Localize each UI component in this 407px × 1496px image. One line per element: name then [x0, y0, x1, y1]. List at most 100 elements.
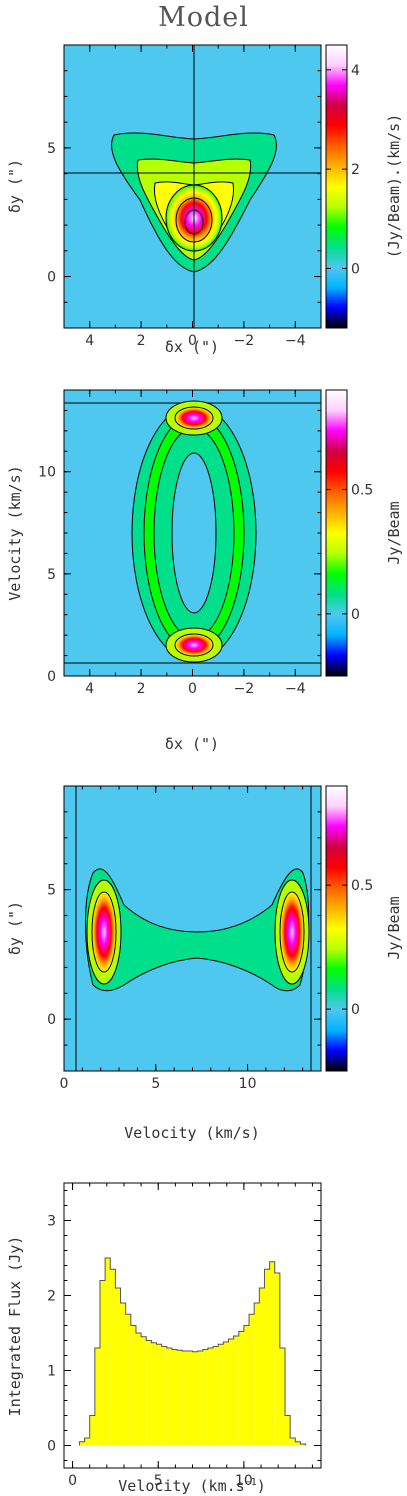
panel-3-region-outer [84, 868, 310, 992]
colorbar-2 [325, 389, 348, 677]
spectrum-bar [99, 1280, 106, 1446]
colorbar-3-label: Jy/Beam [385, 896, 403, 959]
spectrum-bar [259, 1288, 265, 1446]
spectrum-bar [182, 1351, 188, 1446]
panel-3-peak-left [91, 891, 117, 973]
panel-4-ytick-label: 3 [47, 1214, 56, 1230]
spectrum-bar [125, 1314, 131, 1446]
spectrum-bar [269, 1261, 275, 1446]
panel-3-xtick-label: 0 [60, 1076, 69, 1092]
panel-1-ylabel: δy (") [6, 159, 24, 213]
panel-2-ytick-label: 0 [47, 669, 56, 685]
spectrum-bar [141, 1336, 147, 1446]
spectrum-bar [105, 1258, 111, 1446]
panel-3-pv-map [63, 785, 322, 1072]
spectrum-bar [290, 1438, 296, 1446]
panel-2-peak-high [174, 406, 214, 430]
spectrum-bar [218, 1344, 224, 1446]
spectrum-bars [78, 1257, 307, 1446]
colorbar-1-label: (Jy/Beam).(km/s) [385, 114, 403, 259]
spectrum-bar [94, 1348, 100, 1446]
spectrum-bar [171, 1349, 178, 1446]
spectrum-bar [197, 1351, 203, 1446]
spectrum-bar [89, 1415, 95, 1446]
panel-4-xlabel: Velocity (km.s−1) [118, 1477, 266, 1495]
spectrum-bar [285, 1415, 291, 1446]
spectrum-bar [192, 1351, 198, 1446]
colorbar-1 [325, 44, 348, 329]
spectrum-bar [249, 1314, 255, 1446]
panel-3-xtick-label: 5 [151, 1076, 160, 1092]
spectrum-bar [264, 1269, 270, 1446]
panel-2-pv-map [63, 389, 322, 677]
panel-1-xtick-label: −2 [234, 333, 255, 349]
spectrum-bar [79, 1441, 85, 1446]
spectrum-bar [130, 1325, 136, 1446]
spectrum-bar [110, 1269, 116, 1446]
panel-2-xtick-label: 2 [137, 681, 146, 697]
panel-2-xtick-label: −2 [234, 681, 255, 697]
panel-4-ylabel: Integrated Flux (Jy) [6, 1236, 24, 1417]
spectrum-bar [228, 1339, 234, 1446]
panel-1-xtick-label: −4 [285, 333, 306, 349]
spectrum-bar [120, 1303, 126, 1446]
panel-1-xtick-label: 4 [85, 333, 94, 349]
panel-1-ytick-label: 5 [47, 141, 56, 157]
spectrum-bar [177, 1350, 183, 1446]
panel-4-xtick-label: 10 [235, 1473, 253, 1489]
panel-4-xtick-label: 0 [68, 1473, 77, 1489]
spectrum-bar [223, 1342, 229, 1446]
panel-2-xtick-label: 0 [188, 681, 197, 697]
panel-2-peak-low [174, 633, 214, 657]
spectrum-bar [156, 1344, 162, 1446]
spectrum-bar [166, 1348, 172, 1446]
panel-2-xtick-label: −4 [285, 681, 306, 697]
panel-3-ytick-label: 0 [47, 1012, 56, 1028]
spectrum-bar [187, 1351, 193, 1446]
colorbar-3 [325, 785, 348, 1072]
spectrum-bar [202, 1349, 208, 1446]
panel-1-xtick-label: 0 [188, 333, 197, 349]
colorbar-1-tick-label: 4 [351, 63, 360, 79]
panel-1-xtick-label: 2 [137, 333, 146, 349]
spectrum-bar [84, 1438, 90, 1446]
panel-4-xtick-label: 5 [154, 1473, 163, 1489]
panel-3-xtick-label: 10 [239, 1076, 257, 1092]
spectrum-bar [151, 1342, 157, 1446]
panel-2-region-hole [171, 452, 217, 614]
panel-2-xtick-label: 4 [85, 681, 94, 697]
page-title: Model [158, 2, 249, 33]
spectrum-bar [295, 1441, 301, 1446]
panel-2-ytick-label: 10 [38, 465, 56, 481]
panel-2-ytick-label: 5 [47, 567, 56, 583]
spectrum-bar [243, 1325, 250, 1446]
panel-1-moment-map [63, 44, 322, 329]
spectrum-bar [254, 1303, 260, 1446]
panel-1-ytick-label: 0 [47, 270, 56, 286]
colorbar-2-label: Jy/Beam [385, 501, 403, 564]
spectrum-bar [213, 1346, 219, 1446]
spectrum-bar [161, 1346, 167, 1446]
colorbar-3-tick-label: 0.5 [351, 878, 373, 894]
panel-3-ytick-label: 5 [47, 883, 56, 899]
spectrum-bar [274, 1273, 280, 1446]
panel-4-ytick-label: 1 [47, 1364, 56, 1380]
spectrum-bar [146, 1340, 152, 1446]
spectrum-bar [300, 1444, 306, 1446]
panel-4-ytick-label: 2 [47, 1289, 56, 1305]
panel-2-xlabel: δx (") [165, 735, 219, 753]
colorbar-2-tick-label: 0 [351, 607, 360, 623]
panel-4-spectrum [63, 1182, 322, 1469]
spectrum-bar [207, 1348, 214, 1446]
panel-3-peak-right [279, 891, 305, 973]
spectrum-bar [279, 1348, 286, 1446]
spectrum-outline [78, 1257, 307, 1446]
spectrum-bar [135, 1333, 142, 1446]
panel-3-xlabel: Velocity (km/s) [124, 1124, 259, 1142]
panel-1-xlabel: δx (") [165, 338, 219, 356]
panel-2-ylabel: Velocity (km/s) [6, 465, 24, 600]
colorbar-1-tick-label: 2 [351, 162, 360, 178]
colorbar-1-tick-label: 0 [351, 261, 360, 277]
spectrum-bar [233, 1336, 239, 1446]
